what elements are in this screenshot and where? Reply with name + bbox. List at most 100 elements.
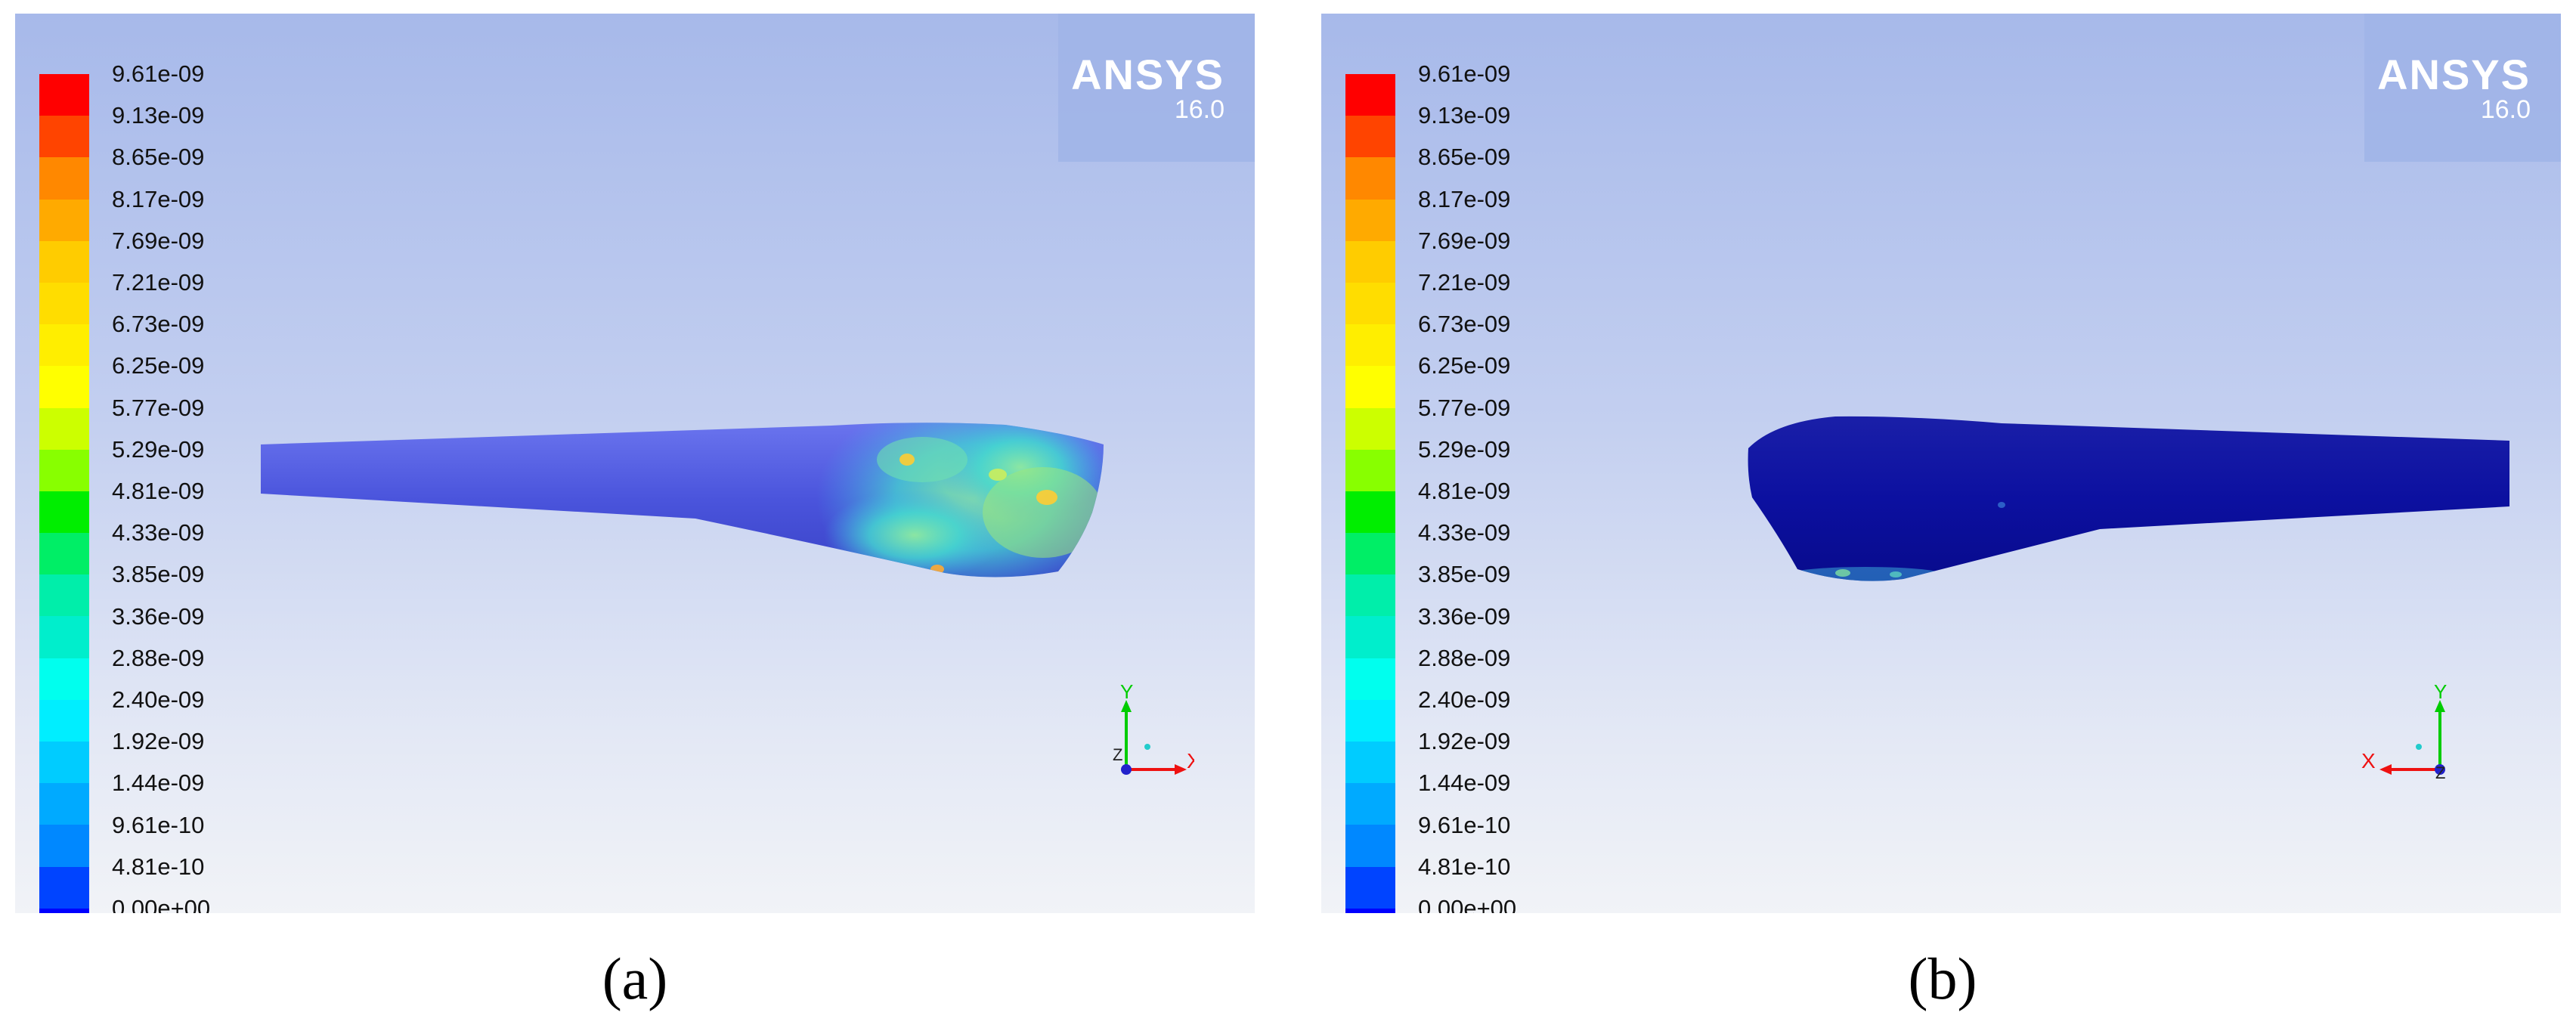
watermark-version: 16.0	[1174, 95, 1225, 124]
colorbar-tick-label: 6.25e-09	[1418, 352, 1511, 379]
colorbar-swatch	[39, 574, 89, 617]
colorbar-tick-label: 3.85e-09	[112, 561, 205, 588]
contour-view-a: 9.61e-09 9.13e-09 8.65e-09 8.17e-09 7.69e-09…	[15, 14, 1255, 913]
colorbar-tick-label: 5.29e-09	[112, 435, 205, 463]
colorbar-tick-label: 3.85e-09	[1418, 561, 1511, 588]
colorbar-swatches	[1345, 74, 1395, 913]
axis-label-z: Z	[2435, 763, 2445, 782]
colorbar-swatch	[1345, 742, 1395, 784]
colorbar-legend: 9.61e-09 9.13e-09 8.65e-09 8.17e-09 7.69e-09…	[39, 59, 266, 913]
contour-view-b: 9.61e-09 9.13e-09 8.65e-09 8.17e-09 7.69e-09…	[1321, 14, 2561, 913]
colorbar-tick-label: 2.88e-09	[112, 644, 205, 671]
colorbar-swatch	[1345, 825, 1395, 867]
colorbar-tick-label: 1.44e-09	[1418, 769, 1511, 797]
colorbar-swatch	[1345, 407, 1395, 450]
colorbar-tick-label: 5.29e-09	[1418, 435, 1511, 463]
z-axis-dot	[2435, 764, 2445, 775]
colorbar-tick-label: 9.61e-09	[112, 60, 205, 87]
colorbar-tick-label: 9.61e-10	[1418, 811, 1511, 838]
colorbar-swatch	[1345, 908, 1395, 913]
colorbar-swatch	[39, 157, 89, 200]
origin-marker	[2416, 744, 2422, 750]
ansys-watermark: ANSYS 16.0	[1058, 14, 1255, 162]
colorbar-tick-label: 5.77e-09	[1418, 394, 1511, 421]
colorbar-tick-label: 4.33e-09	[112, 519, 205, 547]
turbine-blade	[1748, 416, 2509, 581]
colorbar-swatch	[39, 199, 89, 241]
axis-triad: Y X Z	[1113, 680, 1194, 775]
colorbar-swatch	[1345, 866, 1395, 909]
colorbar-tick-label: 8.65e-09	[112, 144, 205, 171]
colorbar-swatch	[39, 449, 89, 491]
colorbar-tick-label: 7.69e-09	[112, 227, 205, 254]
colorbar-swatch	[1345, 574, 1395, 617]
colorbar-swatch	[1345, 533, 1395, 575]
colorbar-tick-label: 2.40e-09	[1418, 686, 1511, 713]
colorbar-swatch	[39, 491, 89, 534]
colorbar-tick-label: 4.81e-10	[112, 853, 205, 880]
colorbar-swatch	[1345, 116, 1395, 158]
colorbar-tick-label: 4.81e-09	[1418, 478, 1511, 504]
colorbar-tick-label: 5.77e-09	[112, 394, 205, 421]
colorbar-tick-label: 4.81e-09	[112, 478, 205, 504]
axis-label-y: Y	[1120, 680, 1133, 703]
colorbar-swatch	[39, 658, 89, 700]
colorbar-swatch	[39, 908, 89, 913]
colorbar-swatch	[1345, 282, 1395, 325]
colorbar-tick-label: 8.17e-09	[1418, 185, 1511, 212]
caption-b: (b)	[1908, 946, 1977, 1011]
origin-marker	[1144, 744, 1150, 750]
colorbar-tick-label: 6.73e-09	[1418, 311, 1511, 338]
colorbar-tick-label: 8.17e-09	[112, 185, 205, 212]
colorbar-swatch	[39, 116, 89, 158]
axis-label-x: X	[2361, 749, 2376, 773]
colorbar-swatch	[1345, 616, 1395, 658]
colorbar-tick-label: 3.36e-09	[112, 602, 205, 630]
colorbar-tick-label: 0.00e+00	[1418, 895, 1517, 913]
colorbar-tick-label: 7.21e-09	[1418, 269, 1511, 296]
colorbar-tick-label: 9.61e-10	[112, 811, 205, 838]
colorbar-swatch	[1345, 199, 1395, 241]
colorbar-swatch	[1345, 699, 1395, 742]
colorbar-swatch	[39, 533, 89, 575]
colorbar-tick-label: 2.88e-09	[1418, 644, 1511, 671]
colorbar-swatch	[39, 699, 89, 742]
colorbar-swatch	[1345, 783, 1395, 825]
colorbar-tick-label: 9.13e-09	[112, 102, 205, 129]
colorbar-swatch	[1345, 491, 1395, 534]
colorbar-tick-label: 1.44e-09	[112, 769, 205, 797]
colorbar-tick-label: 2.40e-09	[112, 686, 205, 713]
colorbar-tick-label: 9.13e-09	[1418, 102, 1511, 129]
colorbar-tick-label: 7.69e-09	[1418, 227, 1511, 254]
colorbar-tick-label: 9.61e-09	[1418, 60, 1511, 87]
colorbar-tick-label: 0.00e+00	[112, 895, 211, 913]
colorbar-swatch	[39, 366, 89, 408]
colorbar-swatch	[39, 866, 89, 909]
colorbar-swatch	[39, 407, 89, 450]
colorbar-swatch	[39, 74, 89, 116]
colorbar-swatch	[39, 825, 89, 867]
colorbar-swatch	[1345, 449, 1395, 491]
axis-triad: Y X Z	[2361, 680, 2447, 782]
colorbar-swatch	[1345, 324, 1395, 367]
colorbar-tick-label: 4.81e-10	[1418, 853, 1511, 880]
watermark-version: 16.0	[2480, 95, 2531, 124]
hotspot-region	[816, 423, 1104, 577]
caption-a: (a)	[602, 946, 668, 1011]
colorbar-swatch	[1345, 240, 1395, 283]
axis-label-x: X	[1187, 749, 1194, 773]
colorbar-swatch	[39, 616, 89, 658]
blade-geometry	[1748, 416, 2509, 581]
colorbar-swatch	[39, 783, 89, 825]
blade-geometry	[261, 423, 1104, 577]
colorbar-swatch	[1345, 658, 1395, 700]
colorbar-tick-label: 8.65e-09	[1418, 144, 1511, 171]
z-axis-dot	[1121, 764, 1132, 775]
ansys-watermark: ANSYS 16.0	[2364, 14, 2561, 162]
watermark-name: ANSYS	[2377, 51, 2531, 98]
colorbar-swatch	[1345, 157, 1395, 200]
colorbar-tick-label: 6.73e-09	[112, 311, 205, 338]
colorbar-swatch	[39, 324, 89, 367]
colorbar-swatch	[39, 240, 89, 283]
axis-label-y: Y	[2434, 680, 2447, 703]
